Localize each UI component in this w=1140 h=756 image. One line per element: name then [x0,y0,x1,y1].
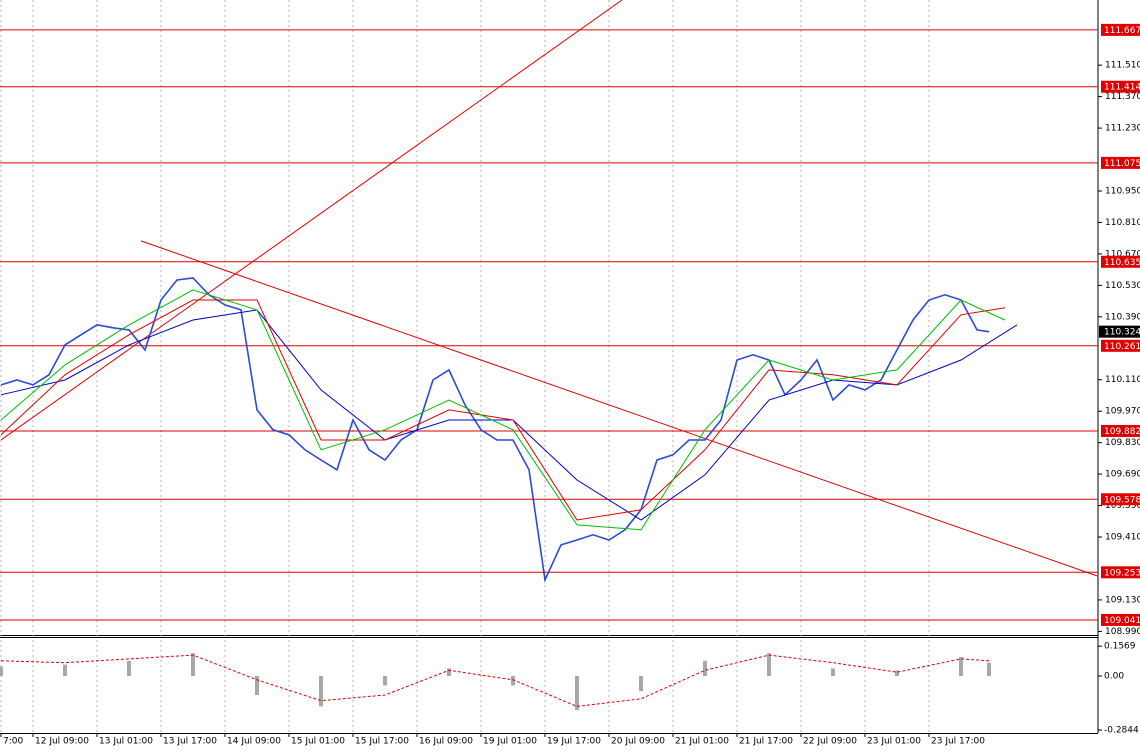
x-tick-label: 23 Jul 17:00 [931,737,985,747]
y-tick-label: 109.410 [1105,533,1140,543]
level-label: 111.414 [1104,83,1140,93]
histogram-bar [767,653,771,676]
series-line [0,289,1006,531]
level-label-box [1101,80,1140,93]
level-label: 109.578 [1104,495,1140,505]
histogram-bar [255,676,259,695]
y-tick-label: 109.830 [1105,438,1140,448]
level-label-box [1101,156,1140,169]
x-tick-label: 21 Jul 01:00 [675,737,729,747]
level-label-box [1101,613,1140,626]
x-tick-label: 21 Jul 17:00 [739,737,793,747]
x-tick-label: 22 Jul 09:00 [803,737,857,747]
y-tick-label: 109.690 [1105,470,1140,480]
x-tick-label: 15 Jul 17:00 [355,737,409,747]
histogram-bar [447,668,451,676]
indicator-tick-label: -0.2844 [1104,726,1139,736]
histogram-bar [703,660,707,676]
trendline [140,240,1098,577]
level-label: 110.261 [1104,342,1140,352]
histogram-bar [987,662,991,676]
y-tick-label: 110.110 [1105,375,1140,385]
y-tick-label: 110.390 [1105,312,1140,322]
x-tick-label: 16 Jul 09:00 [419,737,473,747]
level-label-box [1101,424,1140,437]
histogram-bar [831,668,835,676]
y-tick-label: 110.950 [1105,186,1140,196]
histogram-bar [511,676,515,686]
signal-line [0,654,990,707]
histogram-bar [191,653,195,676]
histogram-bar [959,657,963,676]
level-label-box [1101,255,1140,268]
y-tick-label: 111.370 [1105,92,1140,102]
histogram-bar [319,676,323,707]
series-line [0,299,1006,521]
x-tick-label: 19 Jul 01:00 [483,737,537,747]
last-price-label: 110.324 [1104,328,1140,338]
trendline [0,0,623,441]
histogram-bar [127,660,131,676]
histogram-bar [63,664,67,676]
histogram-bar [383,676,387,686]
level-label: 111.667 [1104,26,1140,36]
level-label: 110.635 [1104,258,1140,268]
level-label: 109.882 [1104,427,1140,437]
x-tick-label: 7:00 [3,737,23,747]
y-tick-label: 111.230 [1105,124,1140,134]
y-tick-label: 108.990 [1105,627,1140,637]
level-label: 109.041 [1104,616,1140,626]
indicator-tick-label: 0.00 [1104,672,1124,682]
x-tick-label: 20 Jul 09:00 [611,737,665,747]
y-tick-label: 110.530 [1105,281,1140,291]
histogram-bar [895,670,899,676]
series-line [0,277,990,583]
y-tick-label: 109.550 [1105,501,1140,511]
level-label-box [1101,339,1140,352]
x-tick-label: 19 Jul 17:00 [547,737,601,747]
level-label: 111.075 [1104,159,1140,169]
level-label-box [1101,493,1140,506]
histogram-bar [0,666,3,676]
x-tick-label: 12 Jul 09:00 [35,737,89,747]
x-tick-label: 13 Jul 17:00 [163,737,217,747]
histogram-bar [575,676,579,711]
x-tick-label: 14 Jul 09:00 [227,737,281,747]
level-label: 109.253 [1104,568,1140,578]
level-label-box [1101,566,1140,579]
y-tick-label: 110.810 [1105,218,1140,228]
level-label-box [1101,23,1140,36]
x-tick-label: 13 Jul 01:00 [99,737,153,747]
y-tick-label: 109.130 [1105,595,1140,605]
y-tick-label: 109.970 [1105,407,1140,417]
x-tick-label: 15 Jul 01:00 [291,737,345,747]
y-tick-label: 111.510 [1105,61,1140,71]
histogram-bar [639,676,643,692]
indicator-tick-label: 0.1569 [1104,642,1136,652]
x-tick-label: 23 Jul 01:00 [867,737,921,747]
last-price-box [1099,325,1140,338]
y-tick-label: 110.670 [1105,249,1140,259]
